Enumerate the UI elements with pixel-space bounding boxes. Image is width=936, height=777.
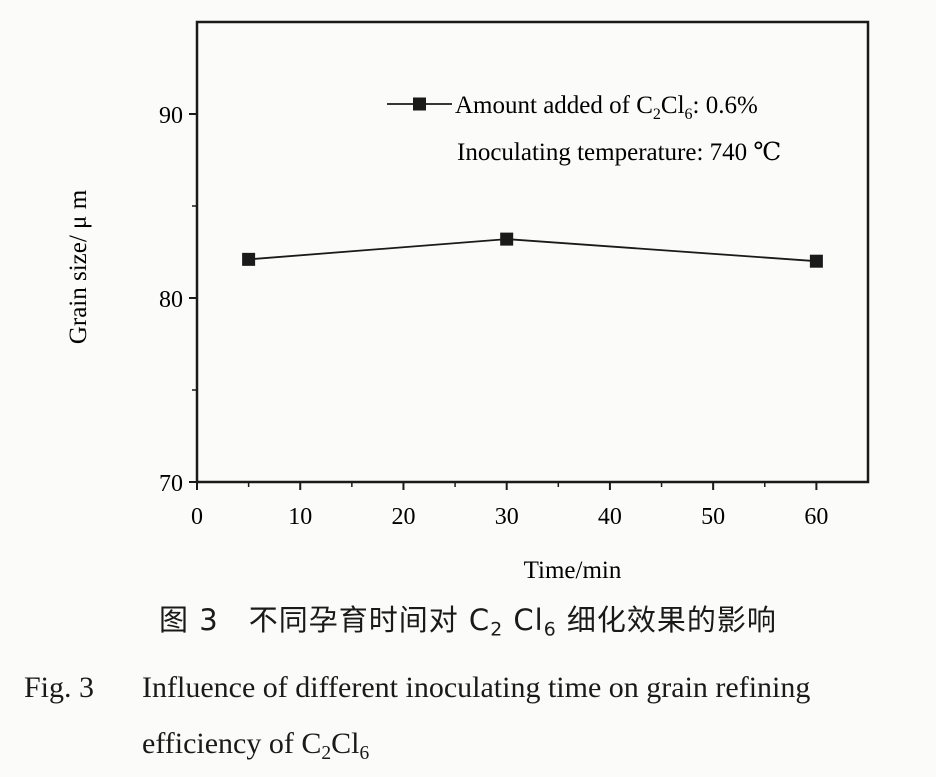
x-tick-label: 20 — [391, 504, 415, 530]
caption-line-1: Influence of different inoculating time … — [142, 671, 811, 704]
series — [242, 232, 823, 268]
y-tick-label: 90 — [159, 103, 183, 129]
legend: Amount added of C2Cl6: 0.6% Inoculating … — [387, 92, 781, 166]
x-axis-title: Time/min — [524, 557, 622, 584]
legend-marker — [413, 97, 426, 111]
x-tick-label: 10 — [288, 504, 312, 530]
x-tick-label: 40 — [598, 504, 622, 530]
data-point — [500, 232, 514, 246]
legend-series-label: Amount added of C2Cl6: 0.6% — [455, 92, 758, 123]
x-tick-label: 0 — [191, 504, 203, 530]
series-line — [248, 238, 817, 263]
chart: Time/min Grain size/ μ m 0 10 20 30 40 50 60 70 8… — [65, 20, 870, 584]
plot-frame — [195, 20, 870, 484]
figure-label: Fig. 3 — [24, 671, 95, 704]
legend-note: Inoculating temperature: 740 ℃ — [457, 139, 781, 166]
caption-line-2: efficiency of C2Cl6 — [142, 727, 370, 764]
axes: Time/min Grain size/ μ m — [65, 20, 870, 584]
y-axis-title: Grain size/ μ m — [65, 189, 92, 344]
x-tick-label: 30 — [495, 504, 519, 530]
x-tick-label: 50 — [701, 504, 725, 530]
x-tick-label: 60 — [804, 504, 828, 530]
figure-caption-cn: 图 3 不同孕育时间对 C2 Cl6 细化效果的影响 — [159, 603, 777, 641]
figure-caption-en: Fig. 3 Influence of different inoculating… — [24, 660, 924, 772]
data-point — [809, 254, 823, 268]
data-point — [242, 252, 256, 266]
y-tick-label: 70 — [159, 471, 183, 497]
ticks: 0 10 20 30 40 50 60 70 80 90 — [159, 103, 828, 530]
y-tick-label: 80 — [159, 287, 183, 313]
